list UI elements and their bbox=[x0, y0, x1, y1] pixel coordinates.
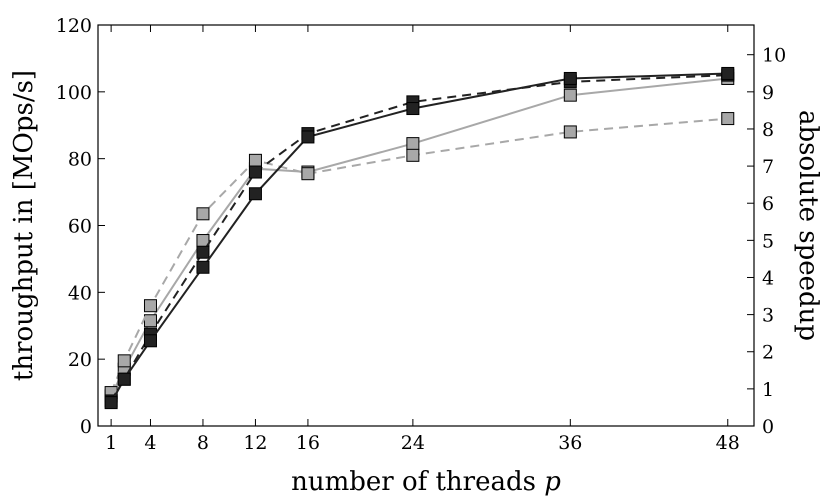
series-3-point-3 bbox=[196, 207, 210, 221]
series-3-point-6 bbox=[406, 148, 420, 162]
y-tick-label-6: 120 bbox=[56, 15, 92, 37]
series-3-point-7 bbox=[563, 125, 577, 139]
series-0-point-0 bbox=[104, 396, 118, 410]
y2-tick-label-7: 7 bbox=[762, 156, 774, 178]
series-0-point-8 bbox=[721, 66, 735, 80]
series-0-point-6 bbox=[406, 102, 420, 116]
x-tick-label-5: 24 bbox=[401, 432, 425, 454]
series-0-point-3 bbox=[196, 260, 210, 274]
y2-tick-label-6: 6 bbox=[762, 193, 774, 215]
x-tick-label-1: 4 bbox=[144, 432, 156, 454]
y2-tick-label-10: 10 bbox=[762, 45, 786, 67]
series-3-point-8 bbox=[721, 112, 735, 126]
series-3-point-5 bbox=[301, 167, 315, 181]
series-1-point-3 bbox=[196, 245, 210, 259]
series-1-point-4 bbox=[248, 165, 262, 179]
x-tick-label-4: 16 bbox=[296, 432, 320, 454]
series-3-point-1 bbox=[117, 354, 131, 368]
y2-tick-label-9: 9 bbox=[762, 82, 774, 104]
y2-tick-label-4: 4 bbox=[762, 267, 774, 289]
y-tick-label-5: 100 bbox=[56, 82, 92, 104]
series-2-point-6 bbox=[406, 137, 420, 151]
y2-tick-label-8: 8 bbox=[762, 119, 774, 141]
series-0-point-2 bbox=[143, 334, 157, 348]
series-2 bbox=[104, 71, 735, 403]
x-axis-label: number of threads p bbox=[291, 467, 561, 497]
series-0-point-1 bbox=[117, 372, 131, 386]
y-tick-label-4: 80 bbox=[68, 149, 92, 171]
series-3 bbox=[104, 112, 735, 400]
y2-tick-label-2: 2 bbox=[762, 342, 774, 364]
series-2-point-2 bbox=[143, 314, 157, 328]
x-tick-label-2: 8 bbox=[197, 432, 209, 454]
series-0-point-5 bbox=[301, 130, 315, 144]
series-layer bbox=[104, 66, 735, 410]
x-tick-label-7: 48 bbox=[716, 432, 740, 454]
y-tick-label-1: 20 bbox=[68, 349, 92, 371]
x-tick-label-6: 36 bbox=[558, 432, 582, 454]
y-tick-label-3: 60 bbox=[68, 216, 92, 238]
y2-tick-label-3: 3 bbox=[762, 305, 774, 327]
series-0-point-4 bbox=[248, 187, 262, 201]
y2-tick-label-5: 5 bbox=[762, 230, 774, 252]
series-3-point-4 bbox=[248, 153, 262, 167]
y-tick-label-0: 0 bbox=[80, 416, 92, 438]
x-tick-label-3: 12 bbox=[243, 432, 267, 454]
y2-tick-label-1: 1 bbox=[762, 379, 774, 401]
x-tick-label-0: 1 bbox=[105, 432, 117, 454]
series-0-point-7 bbox=[563, 71, 577, 85]
series-3-point-2 bbox=[143, 299, 157, 313]
y2-tick-label-0: 0 bbox=[762, 416, 774, 438]
series-0 bbox=[104, 66, 735, 410]
series-2-point-7 bbox=[563, 88, 577, 102]
y2-axis-label: absolute speedup bbox=[793, 110, 823, 341]
y-tick-label-2: 40 bbox=[68, 282, 92, 304]
y-axis-label: throughput in [MOps/s] bbox=[9, 70, 39, 381]
